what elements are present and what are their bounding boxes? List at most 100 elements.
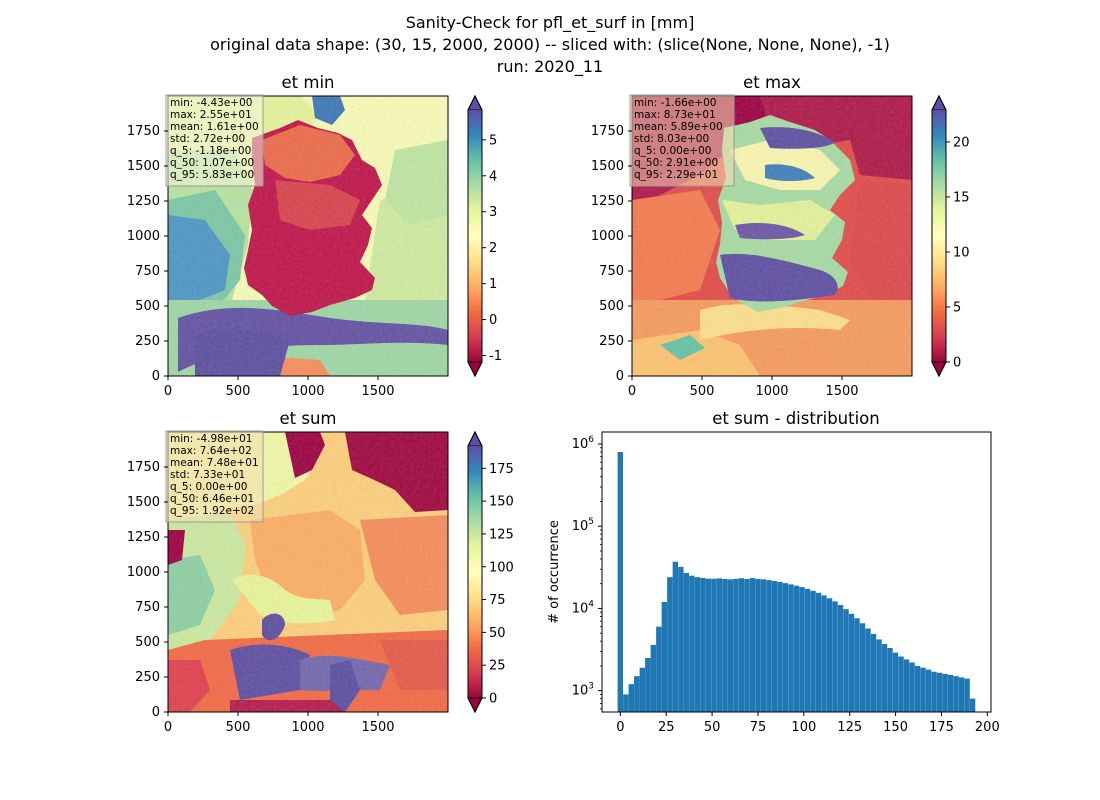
y-axis-label: # of occurrence (547, 520, 562, 624)
histogram-bar (826, 598, 833, 712)
histogram-bar (705, 578, 712, 712)
histogram-bar (870, 633, 877, 712)
histogram-bar (672, 561, 679, 712)
y-tick-label: 1000 (127, 229, 160, 244)
histogram-bar (749, 578, 756, 712)
histogram-bar (700, 577, 706, 712)
stats-line: mean: 5.89e+00 (634, 121, 723, 133)
histogram-bar (689, 575, 695, 712)
y-tick-label: 250 (599, 334, 624, 349)
histogram-bar (678, 566, 684, 712)
stats-line: min: -4.43e+00 (170, 97, 252, 109)
histogram-bar (639, 667, 646, 712)
y-tick-label: 1500 (127, 159, 160, 174)
y-tick-label: 1750 (127, 460, 160, 475)
y-tick-label: 500 (135, 635, 160, 650)
histogram-bar (865, 628, 871, 712)
y-tick-label: 0 (616, 369, 624, 384)
stats-line: std: 8.03e+00 (634, 133, 709, 145)
panel-et-max: et max min: -1.66e+00 max: 8.73e+01 (591, 73, 970, 399)
colorbar-tick-label: 150 (489, 495, 514, 510)
y-axis: 0 250 500 750 1000 1250 1500 1750 (591, 124, 632, 384)
y-tick-label: 500 (135, 299, 160, 314)
x-axis: 0 500 1000 1500 (628, 376, 859, 399)
histogram-bar (634, 676, 640, 712)
histogram-bar (843, 609, 849, 712)
stats-box: min: -4.43e+00 max: 2.55e+01 mean: 1.61e… (165, 94, 264, 187)
y-axis: 0 250 500 750 1000 1250 1500 1750 (127, 124, 168, 384)
y-tick-label: 500 (599, 299, 624, 314)
stats-line: mean: 1.61e+00 (170, 121, 259, 133)
y-tick-label: 750 (135, 600, 160, 615)
histogram-bar (964, 678, 970, 712)
y-tick-label: 1000 (127, 565, 160, 580)
histogram-bar (628, 684, 635, 712)
x-tick-label: 150 (883, 720, 908, 735)
panel-title: et sum - distribution (712, 409, 879, 428)
x-tick-label: 1000 (291, 384, 324, 399)
figure-title-line-2: original data shape: (30, 15, 2000, 2000… (210, 35, 890, 54)
histogram-bar (661, 601, 668, 712)
histogram-bar (656, 626, 662, 712)
x-tick-label: 25 (658, 720, 675, 735)
y-tick-label: 750 (135, 264, 160, 279)
colorbar-tick-label: 125 (489, 527, 514, 542)
y-tick-label: 1250 (127, 194, 160, 209)
histogram-bar (766, 580, 772, 712)
histogram-bars (617, 451, 976, 712)
colorbar-tick-label: 5 (953, 300, 961, 315)
y-tick-label: 250 (135, 334, 160, 349)
colorbar-tick-label: 0 (489, 313, 497, 328)
panel-title: et max (743, 73, 801, 92)
colorbar: 0 25 50 75 100 125 150 175 (467, 430, 514, 714)
histogram-bar (623, 694, 629, 712)
histogram-bar (782, 583, 789, 712)
x-axis: 0 25 50 75 100 125 150 175 200 (616, 712, 1000, 735)
x-axis: 0 500 1000 1500 (164, 712, 395, 735)
histogram-bar (914, 665, 921, 712)
stats-box: min: -1.66e+00 max: 8.73e+01 mean: 5.89e… (629, 94, 735, 187)
colorbar-tick-label: 1 (489, 277, 497, 292)
histogram-bar (683, 572, 690, 712)
histogram-bar (931, 671, 937, 712)
colorbar-tick-label: 0 (489, 692, 497, 707)
stats-line: q_50: 6.46e+01 (170, 493, 254, 505)
histogram-bar (876, 639, 882, 712)
histogram-bar (925, 669, 932, 712)
y-tick-label: 1000 (591, 229, 624, 244)
histogram-bar (832, 601, 838, 712)
panel-title: et min (282, 73, 335, 92)
histogram-bar (793, 585, 800, 712)
x-tick-label: 500 (226, 384, 251, 399)
y-tick-label: 1250 (127, 530, 160, 545)
y-tick-label: 0 (152, 369, 160, 384)
histogram-bar (848, 613, 855, 712)
y-axis: 103 104 105 106 (572, 435, 602, 710)
histogram-bar (810, 590, 816, 712)
x-tick-label: 0 (616, 720, 624, 735)
y-tick-label: 1500 (127, 495, 160, 510)
heatmap-image (168, 96, 448, 376)
x-tick-label: 500 (690, 384, 715, 399)
x-tick-label: 75 (750, 720, 767, 735)
colorbar-tick-label: 100 (489, 560, 514, 575)
histogram-bar (755, 578, 761, 712)
histogram-bar (716, 578, 723, 712)
stats-line: q_95: 5.83e+00 (170, 169, 254, 181)
colorbar-tick-label: 4 (489, 169, 497, 184)
histogram-bar (881, 643, 888, 712)
stats-line: mean: 7.48e+01 (170, 457, 259, 469)
colorbar-tick-label: 50 (489, 626, 506, 641)
histogram-bar (799, 587, 805, 712)
figure-title-line-1: Sanity-Check for pfl_et_surf in [mm] (406, 13, 695, 33)
histogram-bar (738, 578, 745, 712)
x-tick-label: 0 (628, 384, 636, 399)
y-tick-label: 1500 (591, 159, 624, 174)
panel-title: et sum (280, 409, 337, 428)
y-tick-label: 105 (572, 517, 594, 534)
y-tick-label: 1750 (127, 124, 160, 139)
stats-line: min: -1.66e+00 (634, 97, 716, 109)
histogram-bar (722, 579, 728, 712)
histogram-bar (953, 676, 959, 712)
